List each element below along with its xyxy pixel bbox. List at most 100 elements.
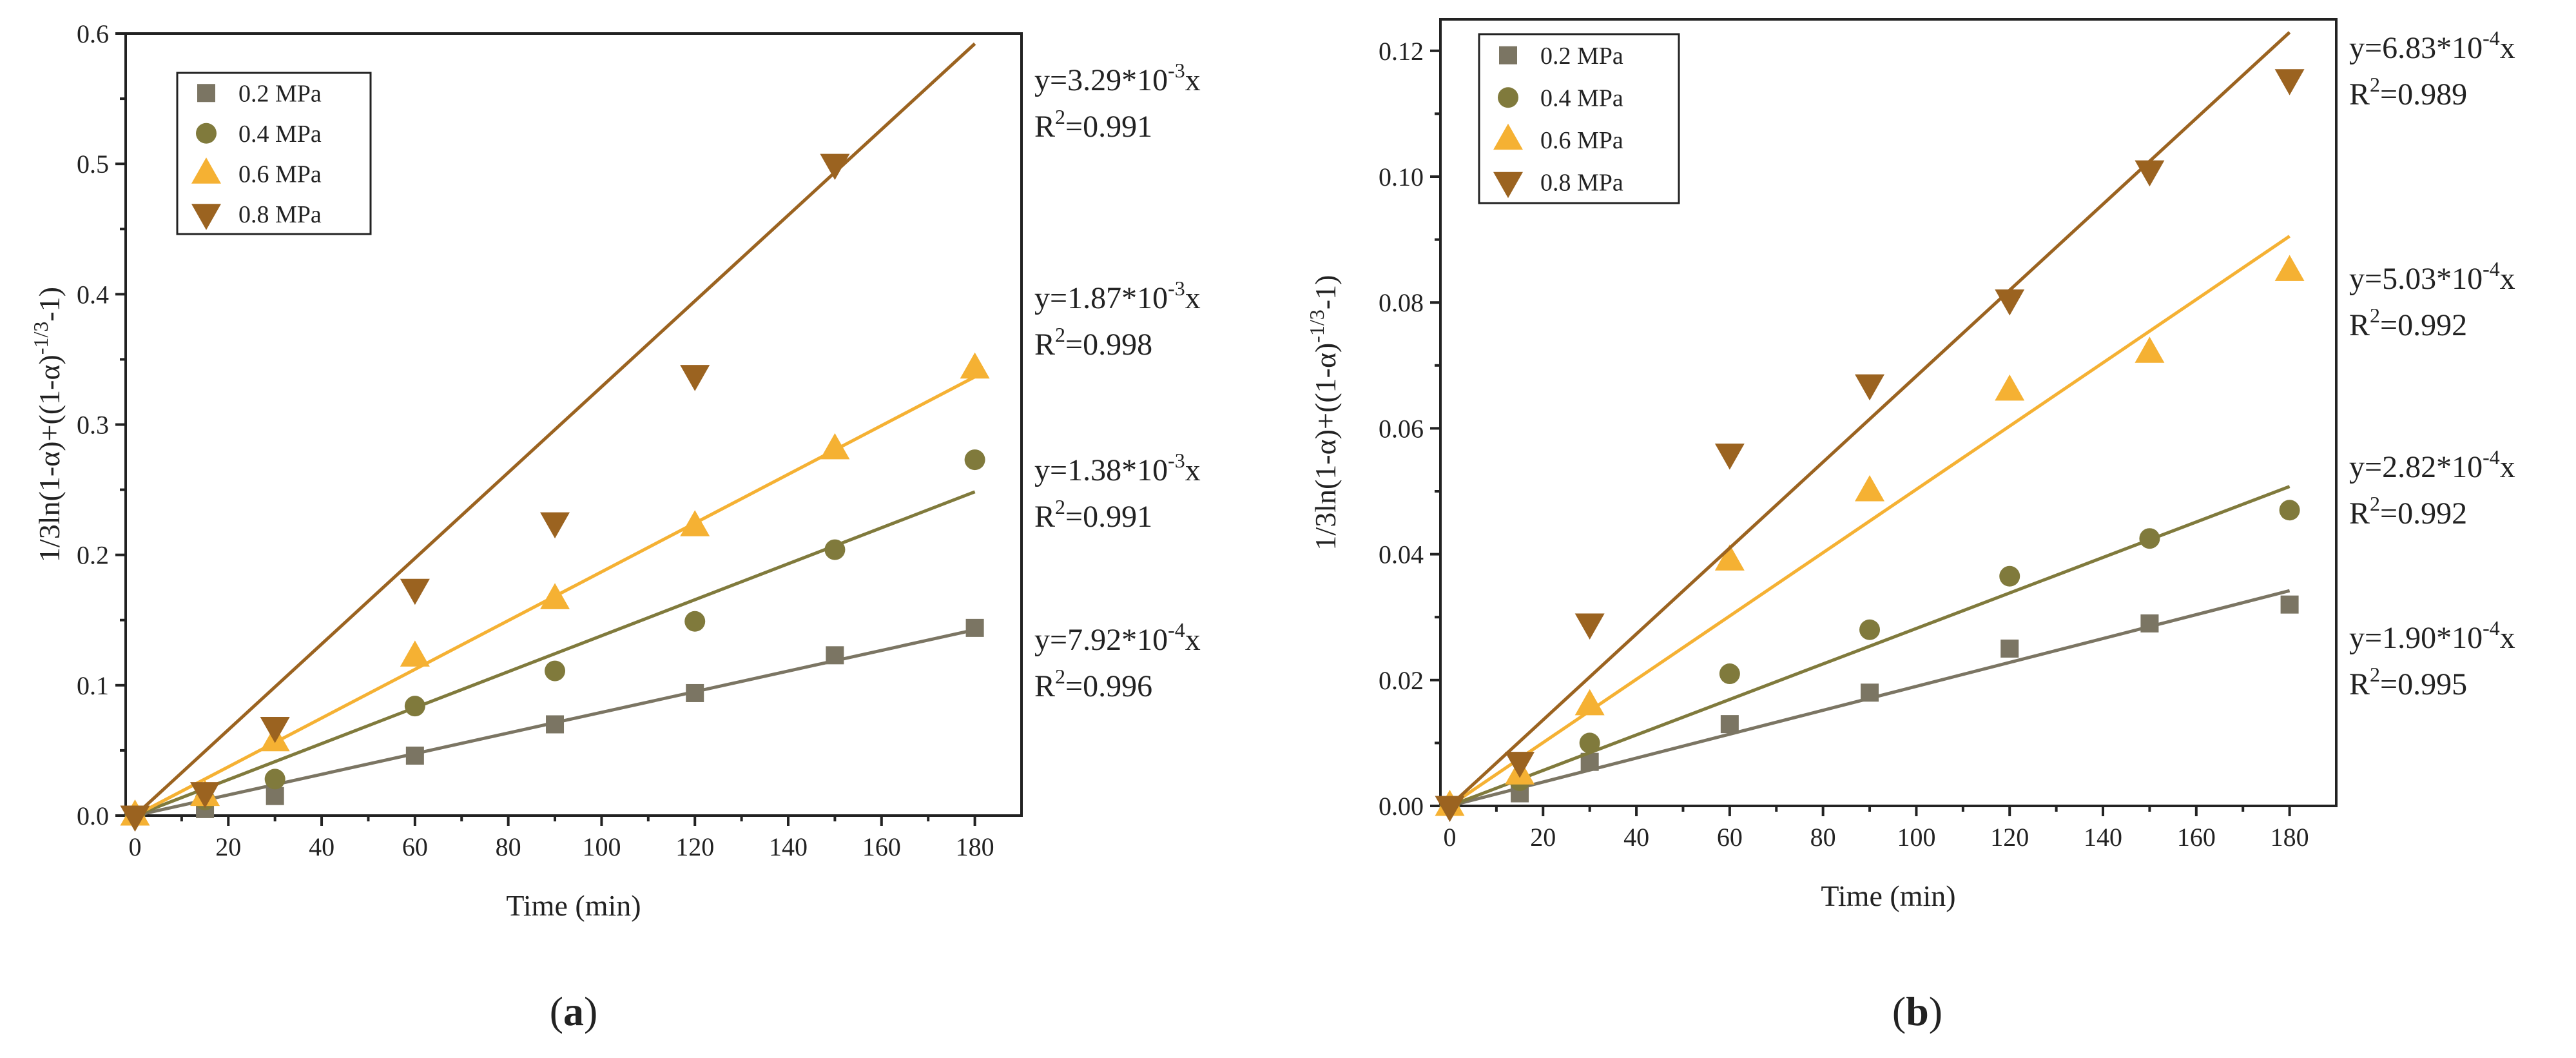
data-point xyxy=(2140,614,2159,632)
r2-base: R xyxy=(1034,328,1055,362)
r2-value: =0.991 xyxy=(1065,110,1152,144)
y-tick-label: 0.10 xyxy=(1379,162,1424,191)
data-point xyxy=(2139,528,2160,549)
x-tick-label: 160 xyxy=(862,832,901,861)
x-tick-label: 20 xyxy=(1530,823,1556,852)
series-0.2-mpa xyxy=(1440,589,2299,815)
equation-exponent: -3 xyxy=(1168,277,1185,300)
x-tick-label: 120 xyxy=(1990,823,2029,852)
legend-marker xyxy=(191,204,221,230)
equation-base: y=1.87*10 xyxy=(1034,281,1168,315)
equation-suffix: x xyxy=(2500,621,2515,655)
data-point xyxy=(1720,715,1739,734)
equation-base: y=2.82*10 xyxy=(2349,450,2483,484)
data-point xyxy=(680,365,710,391)
legend-label: 0.6 MPa xyxy=(1540,127,1623,154)
r2-value: =0.992 xyxy=(2380,496,2467,531)
x-tick-label: 120 xyxy=(675,832,714,861)
data-point xyxy=(1999,565,2020,587)
data-point xyxy=(540,512,570,539)
series-0.6-mpa xyxy=(1435,235,2305,816)
data-point xyxy=(2279,500,2300,521)
r-squared-label: R2=0.991 xyxy=(1034,105,1152,144)
data-point xyxy=(1855,374,1885,401)
data-point xyxy=(1995,374,2025,401)
data-point xyxy=(545,660,566,681)
panel-label-paren: ( xyxy=(1892,988,1906,1034)
equation-base: y=6.83*10 xyxy=(2349,31,2483,65)
data-point xyxy=(964,449,985,471)
x-tick-label: 60 xyxy=(1717,823,1743,852)
equation-base: y=1.90*10 xyxy=(2349,621,2483,655)
y-tick-label: 0.00 xyxy=(1379,792,1424,821)
data-point xyxy=(2280,595,2299,614)
r2-exponent: 2 xyxy=(1055,105,1065,128)
x-tick-label: 80 xyxy=(1810,823,1836,852)
data-point xyxy=(405,747,424,765)
r2-base: R xyxy=(2349,308,2370,342)
series-0.8-mpa xyxy=(120,42,976,832)
plot-frame xyxy=(1439,18,2338,807)
r2-base: R xyxy=(1034,110,1055,144)
legend-marker xyxy=(1498,87,1518,108)
r-squared-label: R2=0.989 xyxy=(2349,73,2467,112)
r2-base: R xyxy=(1034,500,1055,534)
legend-label: 0.6 MPa xyxy=(238,161,322,188)
r-squared-label: R2=0.992 xyxy=(2349,304,2467,342)
data-point xyxy=(1855,475,1885,502)
legend-label: 0.8 MPa xyxy=(238,201,322,228)
panel-label-letter: b xyxy=(1906,988,1929,1034)
equation-exponent: -3 xyxy=(1168,449,1185,472)
chart-panel-a: 0 20 40 60 80 100 120 140 160 180 0.0 0.1 0.2 0.3 0.4 0… xyxy=(29,19,1201,1034)
panel-label-paren: ( xyxy=(550,988,563,1034)
r2-exponent: 2 xyxy=(1055,323,1065,346)
r2-value: =0.989 xyxy=(2380,77,2467,112)
equation-suffix: x xyxy=(1185,63,1201,97)
data-point xyxy=(826,646,844,665)
data-point xyxy=(1995,289,2025,316)
legend: 0.2 MPa 0.4 MPa 0.6 MPa 0.8 MPa xyxy=(176,72,372,235)
panel-label: (a) xyxy=(550,988,598,1034)
x-tick-label: 60 xyxy=(402,832,428,861)
y-axis-title-part: 1/3ln(1-α)+((1-α) xyxy=(33,355,66,562)
chart-panel-b: 0 20 40 60 80 100 120 140 160 180 0.00 0.02 0.04 0.06… xyxy=(1305,18,2515,1034)
y-tick-label: 0.02 xyxy=(1379,666,1424,695)
r-squared-label: R2=0.991 xyxy=(1034,495,1152,534)
r-squared-label: R2=0.995 xyxy=(2349,663,2467,701)
equation-exponent: -4 xyxy=(2483,257,2500,280)
r2-exponent: 2 xyxy=(1055,665,1065,688)
x-tick-label: 0 xyxy=(1443,823,1456,852)
equation-label: y=1.87*10-3x xyxy=(1034,277,1201,315)
x-tick-label: 180 xyxy=(2271,823,2309,852)
x-tick-label: 100 xyxy=(1897,823,1935,852)
data-point xyxy=(965,618,984,637)
panel-label-paren: ) xyxy=(1929,988,1942,1034)
data-point xyxy=(404,696,425,717)
data-point xyxy=(260,717,290,743)
equation-suffix: x xyxy=(2500,450,2515,484)
x-tick-label: 100 xyxy=(582,832,621,861)
x-tick-label: 40 xyxy=(309,832,334,861)
r2-base: R xyxy=(2349,77,2370,112)
equation-base: y=7.92*10 xyxy=(1034,623,1168,657)
equation-base: y=3.29*10 xyxy=(1034,63,1168,97)
panel-label: (b) xyxy=(1892,988,1942,1034)
y-axis-title: 1/3ln(1-α)+((1-α)-1/3-1) xyxy=(29,287,66,562)
y-tick-label: 0.5 xyxy=(77,150,109,179)
r-squared-label: R2=0.992 xyxy=(2349,492,2467,531)
r2-base: R xyxy=(2349,496,2370,531)
data-point xyxy=(2135,160,2165,187)
x-axis-title: Time (min) xyxy=(506,889,641,922)
equation-label: y=1.38*10-3x xyxy=(1034,449,1201,487)
equation-exponent: -4 xyxy=(2483,446,2500,469)
legend-marker xyxy=(1493,171,1523,199)
data-point xyxy=(1714,544,1745,571)
data-point xyxy=(820,153,850,181)
x-tick-label: 140 xyxy=(769,832,808,861)
series-0.2-mpa xyxy=(126,618,984,825)
fit-line xyxy=(1449,485,2290,808)
legend-label: 0.2 MPa xyxy=(238,80,322,107)
x-tick-label: 40 xyxy=(1623,823,1649,852)
panel-label-letter: a xyxy=(563,988,584,1034)
data-point xyxy=(1435,796,1465,822)
